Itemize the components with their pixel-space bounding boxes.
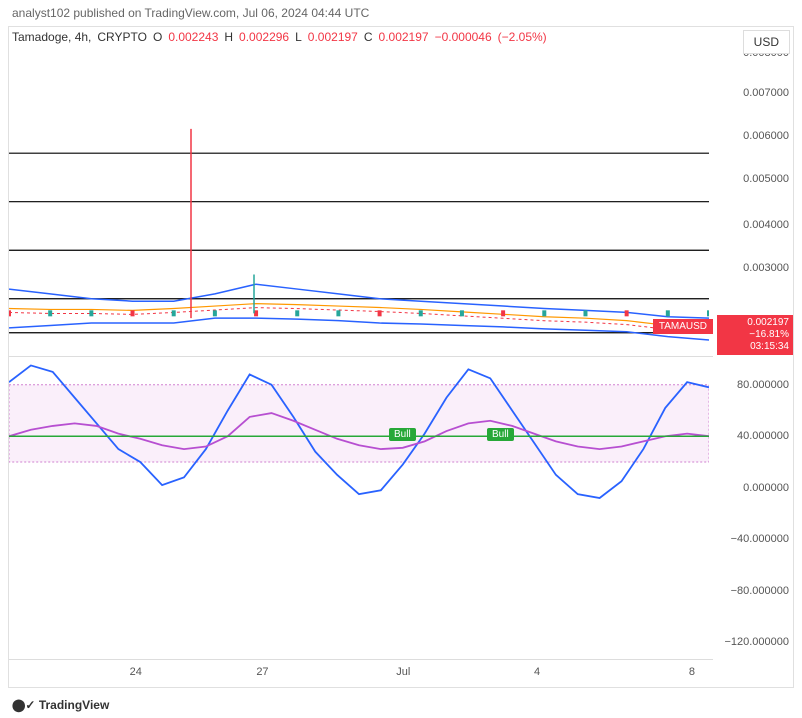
bull-tag: Bull <box>487 428 514 441</box>
ohlc-c-label: C <box>364 30 373 44</box>
price-tick: 0.005000 <box>743 173 789 185</box>
ohlc-l: 0.002197 <box>308 30 358 44</box>
indicator-tick: 0.000000 <box>743 482 789 494</box>
change-pct: (−2.05%) <box>498 30 547 44</box>
symbol-info-bar: Tamadoge, 4h, CRYPTO O 0.002243 H 0.002296… <box>12 30 547 44</box>
indicator-tick: 40.000000 <box>737 430 789 442</box>
ohlc-o: 0.002243 <box>168 30 218 44</box>
price-axis[interactable]: 0.002197 −16.81% 03:15:34 0.0080000.0070… <box>713 27 793 357</box>
bull-tag: Bull <box>389 428 416 441</box>
time-tick: 24 <box>130 666 142 678</box>
time-tick: Jul <box>396 666 410 678</box>
time-tick: 8 <box>689 666 695 678</box>
ohlc-h-label: H <box>224 30 233 44</box>
price-label-value: 0.002197 <box>721 317 789 329</box>
indicator-tick: −40.000000 <box>731 533 789 545</box>
logo-icon: ⬤✓ <box>12 698 39 712</box>
tradingview-logo[interactable]: ⬤✓ TradingView <box>12 698 109 712</box>
ohlc-h: 0.002296 <box>239 30 289 44</box>
change-abs: −0.000046 <box>435 30 492 44</box>
indicator-tick: −120.000000 <box>724 636 789 648</box>
logo-text: TradingView <box>39 698 109 712</box>
price-tick: 0.007000 <box>743 87 789 99</box>
price-chart-svg <box>9 27 709 357</box>
indicator-tick: 80.000000 <box>737 379 789 391</box>
price-label-countdown: 03:15:34 <box>721 341 789 353</box>
indicator-chart-svg <box>9 359 709 655</box>
ohlc-l-label: L <box>295 30 302 44</box>
price-tick: 0.006000 <box>743 130 789 142</box>
currency-selector[interactable]: USD <box>743 30 790 54</box>
indicator-tick: −80.000000 <box>731 585 789 597</box>
last-price-label: 0.002197 −16.81% 03:15:34 <box>717 315 793 355</box>
ohlc-o-label: O <box>153 30 162 44</box>
ohlc-c: 0.002197 <box>379 30 429 44</box>
price-label-change: −16.81% <box>721 329 789 341</box>
price-tick: 0.004000 <box>743 219 789 231</box>
symbol-name[interactable]: Tamadoge, 4h, <box>12 30 91 44</box>
price-pane[interactable]: TAMAUSD <box>9 27 713 357</box>
indicator-pane[interactable]: Bull Bull <box>9 359 713 657</box>
symbol-price-tag: TAMAUSD <box>653 319 713 334</box>
publish-header: analyst102 published on TradingView.com,… <box>0 0 802 26</box>
exchange: CRYPTO <box>97 30 147 44</box>
time-tick: 27 <box>256 666 268 678</box>
chart-container: TAMAUSD 0.002197 −16.81% 03:15:34 0.0080… <box>8 26 794 688</box>
time-tick: 4 <box>534 666 540 678</box>
price-tick: 0.003000 <box>743 262 789 274</box>
indicator-axis[interactable]: 80.000000 40.000000 0.000000 −40.000000 −80.… <box>713 359 793 657</box>
time-axis[interactable]: 24 27 Jul 4 8 <box>9 659 713 687</box>
